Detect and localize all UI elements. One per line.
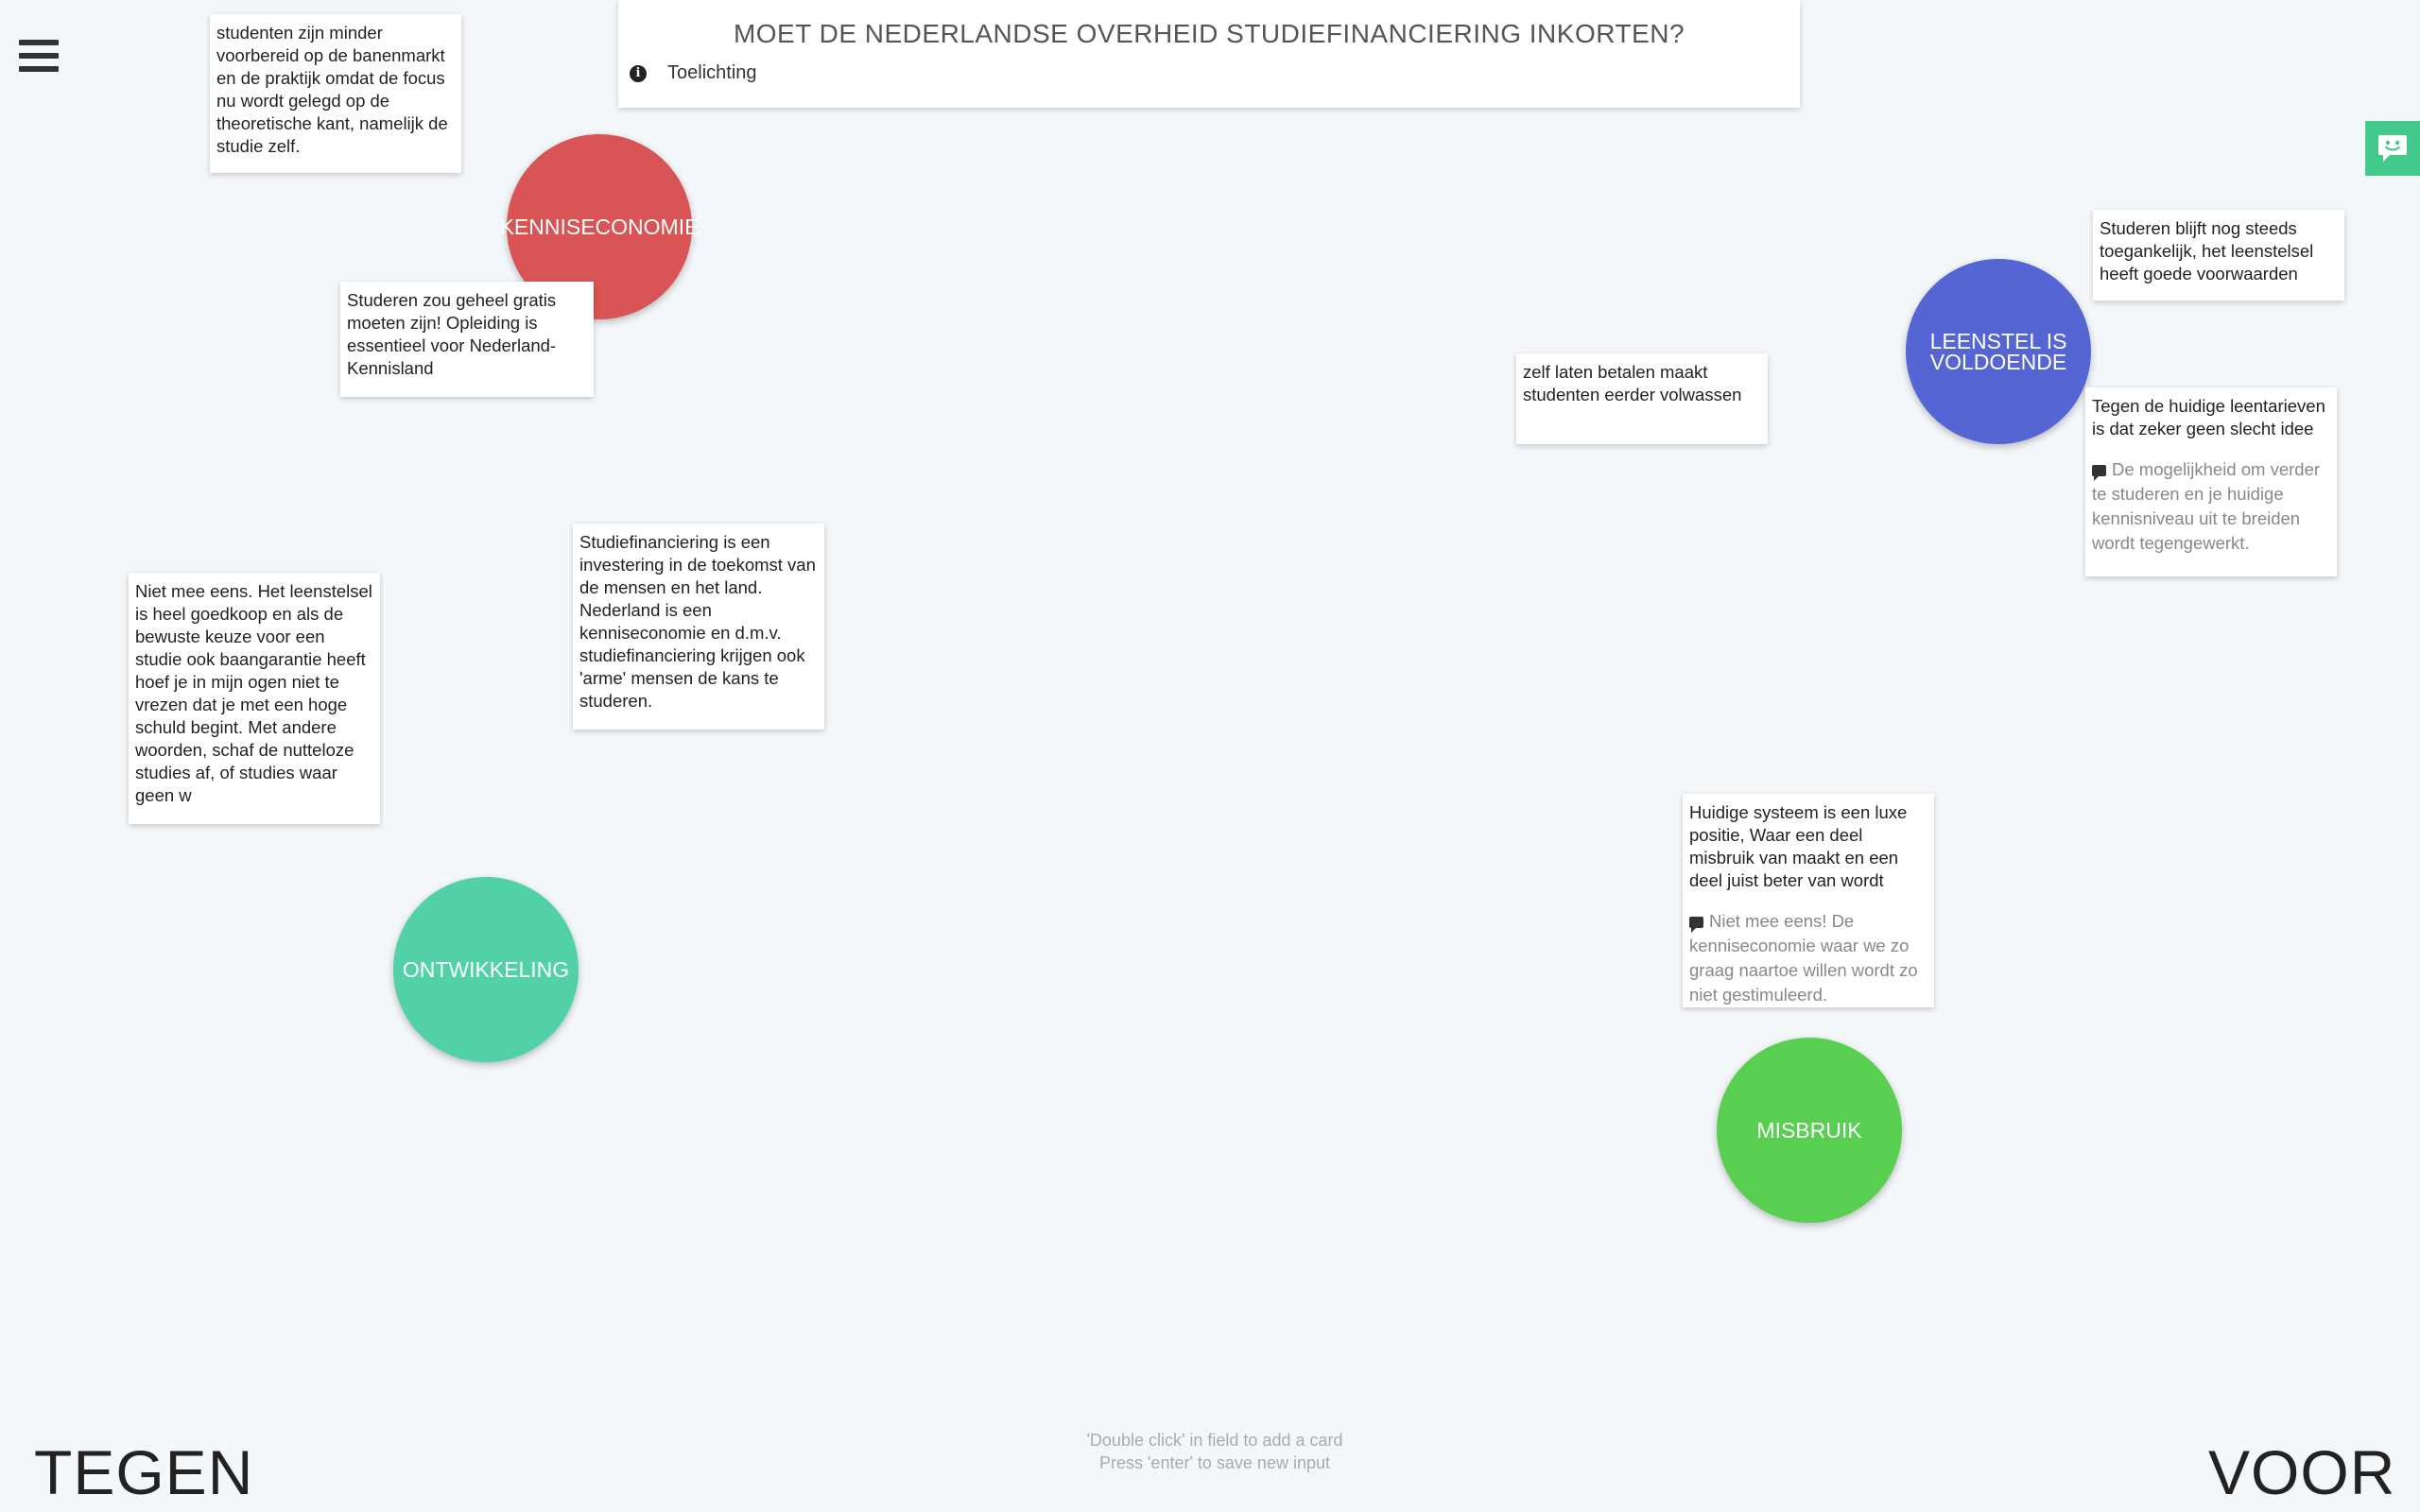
comment-icon	[2092, 465, 2106, 481]
topic-label-line2: VOLDOENDE	[1929, 350, 2067, 374]
question-title: MOET DE NEDERLANDSE OVERHEID STUDIEFINAN…	[733, 19, 1685, 48]
topic-misbruik[interactable]: MISBRUIK	[1717, 1038, 1902, 1223]
card-text: Studeren blijft nog steeds toegankelijk,…	[2100, 218, 2314, 284]
card-comment: De mogelijkheid om verder te studeren en…	[2092, 457, 2330, 556]
topic-leenstelsel-is-voldoende[interactable]: LEENSTEL IS VOLDOENDE	[1906, 259, 2091, 444]
topic-ontwikkeling[interactable]: ONTWIKKELING	[393, 877, 579, 1062]
argument-card[interactable]: studenten zijn minder voorbereid op de b…	[210, 14, 461, 173]
card-text: Huidige systeem is een luxe positie, Waa…	[1689, 802, 1908, 890]
question-header: MOET DE NEDERLANDSE OVERHEID STUDIEFINAN…	[618, 0, 1800, 108]
comment-icon	[1689, 917, 1703, 933]
card-text: Tegen de huidige leentarieven is dat zek…	[2092, 396, 2325, 438]
chat-button[interactable]	[2365, 121, 2420, 176]
argument-card[interactable]: Studeren zou geheel gratis moeten zijn! …	[340, 282, 594, 397]
card-text: Niet mee eens. Het leenstelsel is heel g…	[135, 581, 372, 805]
topic-label: ONTWIKKELING	[402, 957, 570, 982]
hint-line-1: 'Double click' in field to add a card	[1086, 1431, 1343, 1450]
topic-label-line1: LEENSTEL IS	[1929, 329, 2067, 353]
card-text: studenten zijn minder voorbereid op de b…	[216, 23, 448, 156]
argument-card[interactable]: Studeren blijft nog steeds toegankelijk,…	[2093, 210, 2344, 301]
argument-card[interactable]: Studiefinanciering is een investering in…	[573, 524, 824, 730]
argument-card[interactable]: Tegen de huidige leentarieven is dat zek…	[2085, 387, 2337, 576]
hint-line-2: Press 'enter' to save new input	[1098, 1453, 1330, 1472]
argument-card[interactable]: Huidige systeem is een luxe positie, Waa…	[1683, 794, 1934, 1007]
hamburger-menu-icon[interactable]	[19, 40, 59, 74]
comment-text: Niet mee eens! De kenniseconomie waar we…	[1689, 911, 1918, 1005]
axis-label-voor: VOOR	[2208, 1437, 2396, 1507]
topic-label: KENNISECONOMIE	[499, 215, 700, 239]
argument-card[interactable]: zelf laten betalen maakt studenten eerde…	[1516, 353, 1768, 444]
card-text: Studeren zou geheel gratis moeten zijn! …	[347, 290, 557, 378]
axis-label-tegen: TEGEN	[34, 1437, 254, 1507]
card-comment: Niet mee eens! De kenniseconomie waar we…	[1689, 909, 1927, 1007]
card-text: zelf laten betalen maakt studenten eerde…	[1523, 362, 1742, 404]
card-text: Studiefinanciering is een investering in…	[579, 532, 816, 711]
toelichting-label: Toelichting	[667, 62, 757, 83]
topic-label: MISBRUIK	[1756, 1118, 1862, 1143]
add-card-hint: 'Double click' in field to add a card Pr…	[1002, 1429, 1427, 1474]
chat-smiley-icon	[2378, 135, 2407, 162]
argument-card[interactable]: Niet mee eens. Het leenstelsel is heel g…	[129, 573, 380, 824]
toelichting-link[interactable]: i Toelichting	[630, 62, 757, 84]
info-icon: i	[630, 64, 647, 82]
comment-text: De mogelijkheid om verder te studeren en…	[2092, 459, 2321, 553]
